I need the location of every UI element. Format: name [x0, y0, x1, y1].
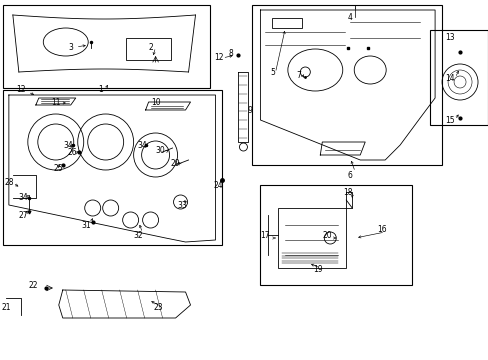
Text: 29: 29 [170, 158, 180, 167]
Bar [3, 5, 210, 88]
Text: 32: 32 [134, 230, 143, 239]
Text: 11: 11 [51, 98, 61, 107]
Text: 5: 5 [269, 68, 274, 77]
Text: 7: 7 [295, 71, 300, 80]
Text: 3: 3 [68, 42, 73, 51]
Text: 2: 2 [148, 42, 153, 51]
Text: 6: 6 [347, 171, 352, 180]
Text: 13: 13 [445, 33, 454, 42]
Text: 34: 34 [18, 194, 28, 202]
Text: 8: 8 [227, 49, 232, 58]
Text: 20: 20 [322, 230, 331, 239]
Text: 23: 23 [153, 303, 163, 312]
Text: 18: 18 [343, 188, 352, 197]
Text: 19: 19 [313, 266, 323, 275]
Text: 31: 31 [81, 220, 90, 230]
Text: 17: 17 [260, 230, 270, 239]
Text: 14: 14 [445, 73, 454, 82]
Text: 16: 16 [377, 225, 386, 234]
Text: 27: 27 [18, 211, 28, 220]
Text: 9: 9 [247, 105, 252, 114]
Bar [278, 208, 346, 268]
Text: 28: 28 [4, 177, 14, 186]
Text: 33: 33 [177, 201, 187, 210]
Text: 34: 34 [138, 140, 147, 149]
Text: 34: 34 [64, 140, 74, 149]
Text: 24: 24 [213, 180, 223, 189]
Text: 10: 10 [150, 98, 160, 107]
Text: 4: 4 [347, 13, 352, 22]
Text: 12: 12 [16, 85, 25, 94]
Bar [252, 5, 441, 165]
Bar [272, 18, 302, 28]
Text: 1: 1 [98, 85, 103, 94]
Text: 12: 12 [213, 53, 223, 62]
Text: 30: 30 [155, 145, 165, 154]
Bar [260, 185, 411, 285]
Bar [429, 30, 487, 125]
Text: 21: 21 [1, 303, 11, 312]
Text: 26: 26 [68, 148, 78, 157]
Text: 25: 25 [54, 163, 63, 172]
Bar [125, 38, 170, 60]
Text: 22: 22 [28, 280, 38, 289]
Bar [3, 90, 222, 245]
Text: 15: 15 [445, 116, 454, 125]
